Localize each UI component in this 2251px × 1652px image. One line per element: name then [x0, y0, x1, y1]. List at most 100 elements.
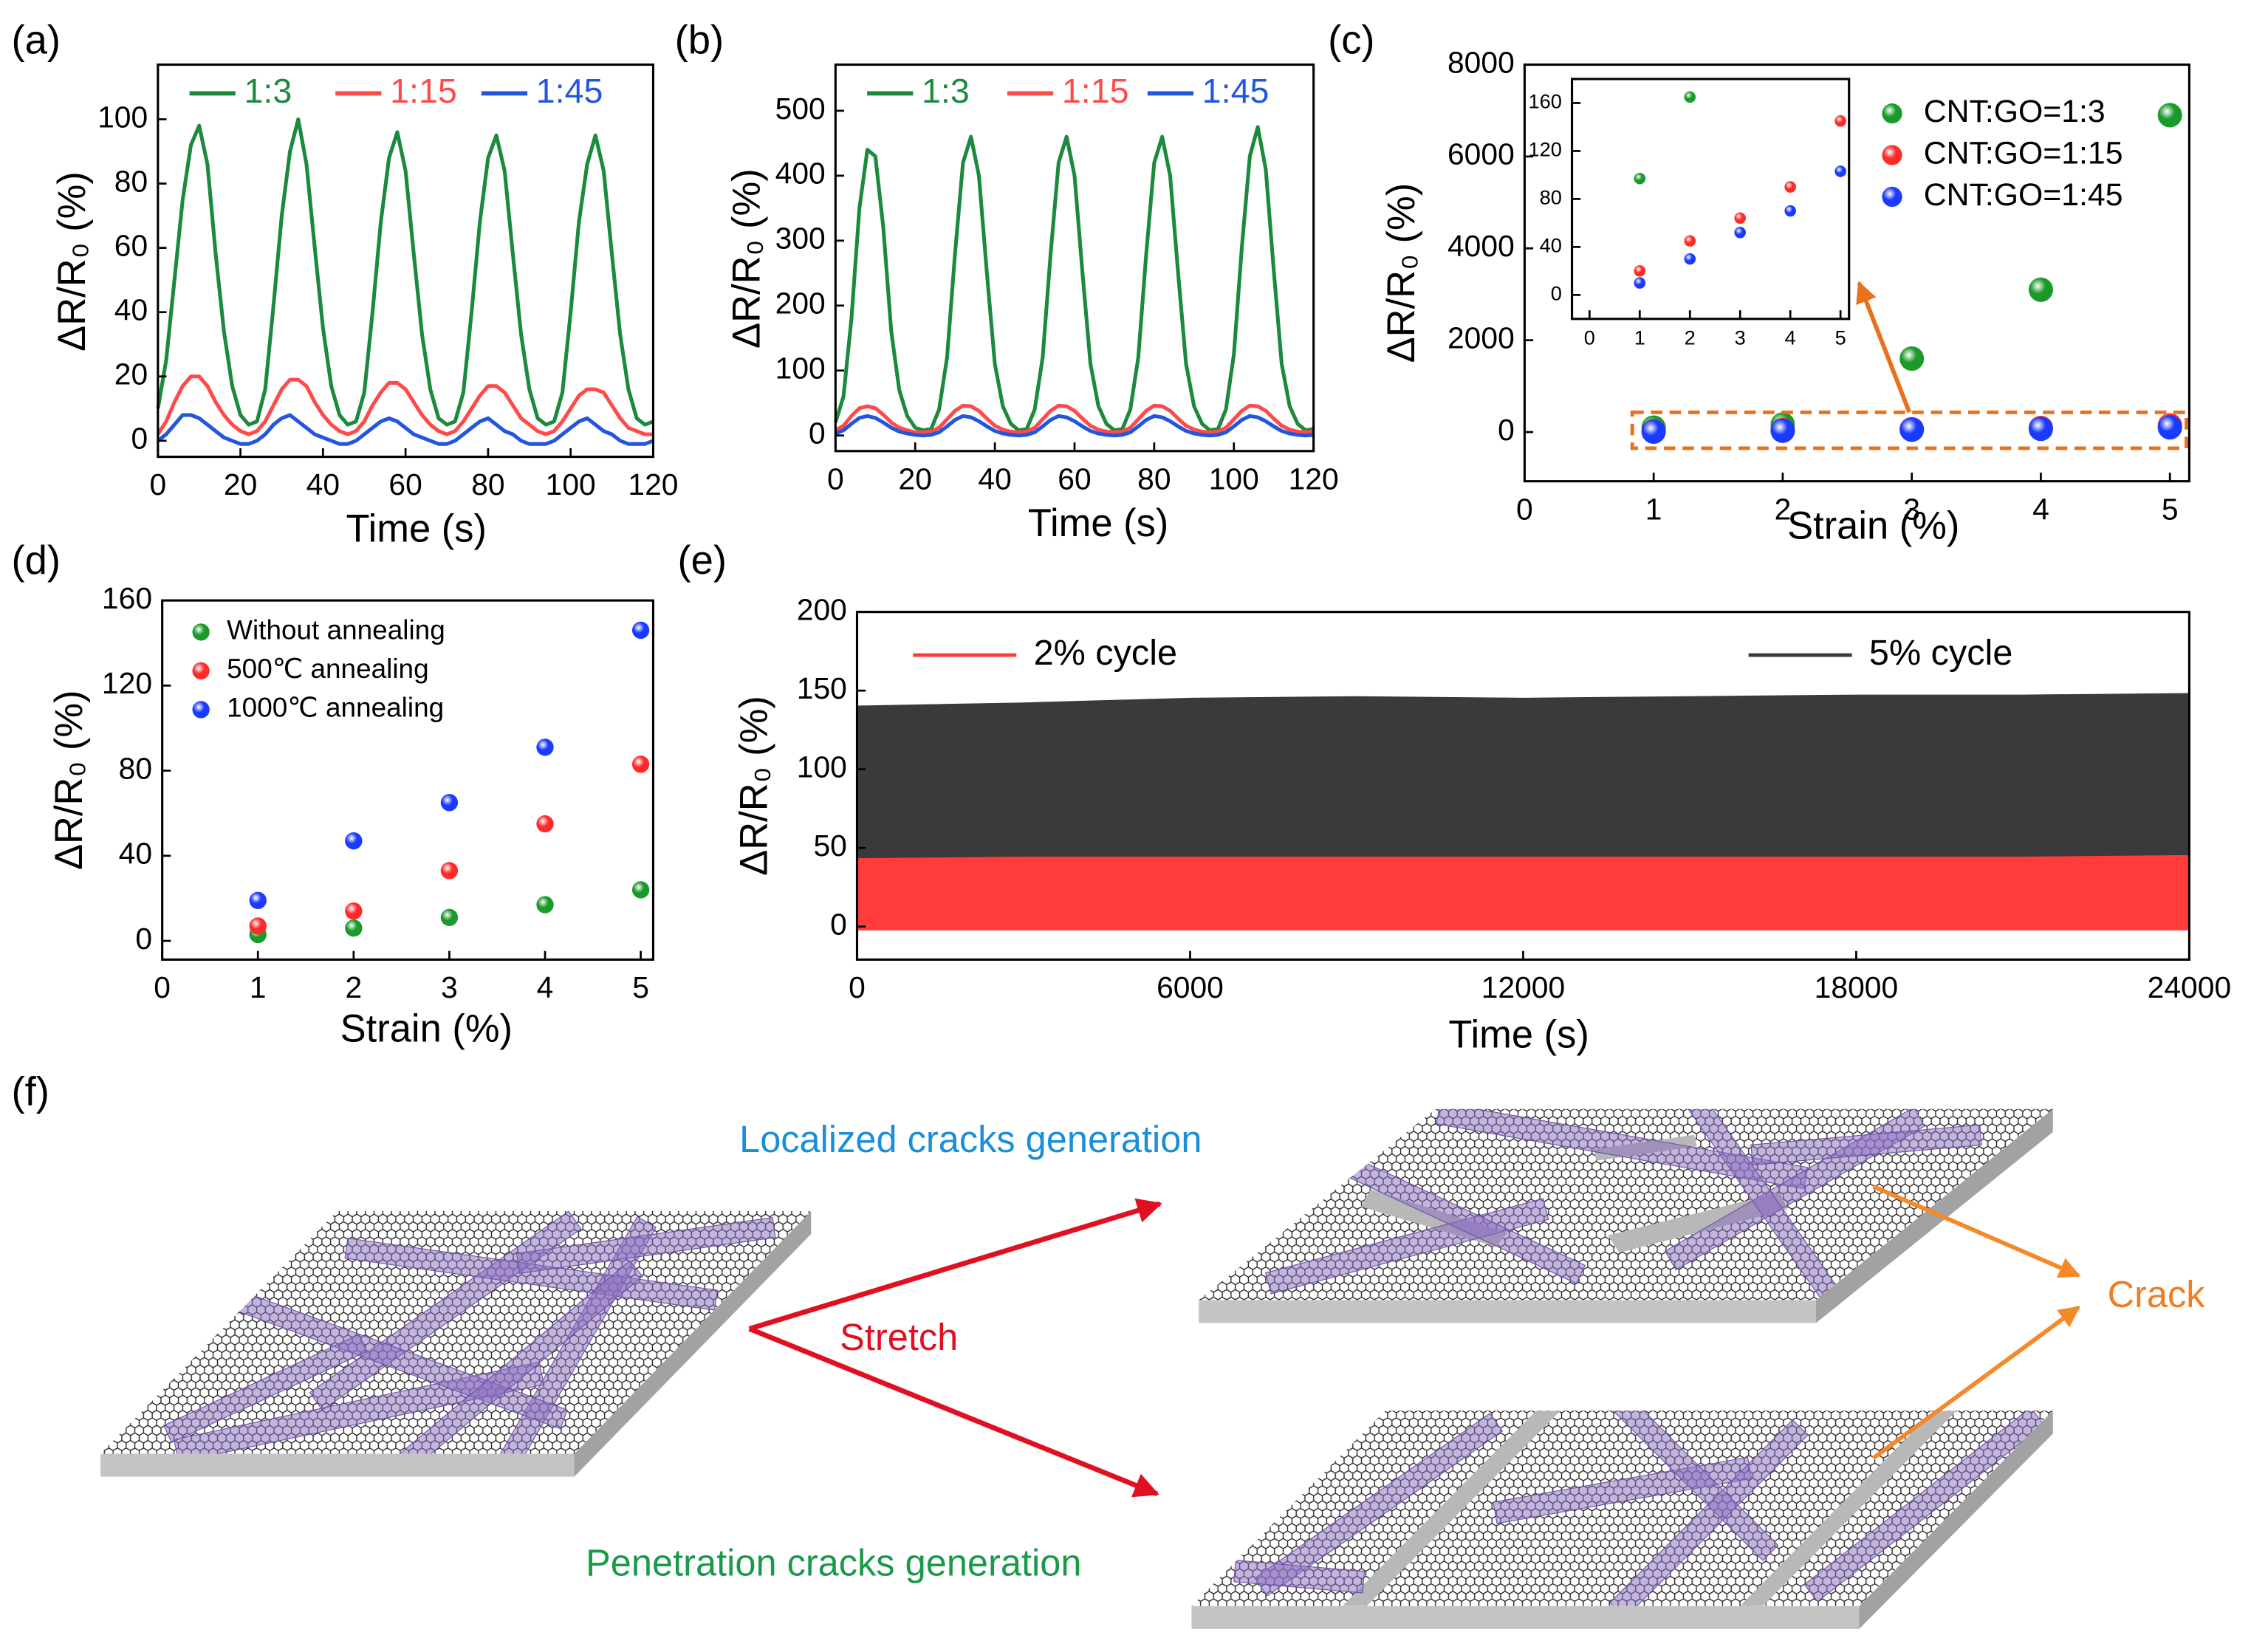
arrow — [748, 1198, 1162, 1331]
data-point — [536, 896, 554, 914]
series-line — [835, 403, 1314, 434]
slab-pristine — [100, 1210, 812, 1477]
data-point — [345, 919, 363, 937]
axes-frame — [161, 599, 655, 961]
x-tick-label: 6000 — [1157, 970, 1224, 1004]
y-tick-label: 20 — [114, 357, 148, 391]
y-tick-label: 120 — [102, 666, 152, 700]
panel-label: (f) — [12, 1069, 49, 1114]
x-tick-label: 0 — [149, 467, 166, 501]
x-axis-label: Strain (%) — [1787, 504, 1959, 548]
data-point — [440, 908, 459, 927]
y-axis-label: ΔR/R₀ (%) — [1380, 183, 1423, 363]
diagram-label: Localized cracks generation — [739, 1118, 1202, 1160]
x-tick-label: 3 — [1735, 326, 1746, 349]
data-point — [2157, 103, 2182, 128]
x-tick-label: 4 — [2032, 492, 2049, 526]
x-tick-label: 60 — [1058, 462, 1091, 496]
y-tick-label: 80 — [114, 164, 148, 198]
legend-label: CNT:GO=1:3 — [1924, 94, 2106, 129]
y-tick-label: 2000 — [1447, 321, 1515, 354]
y-tick-label: 400 — [775, 157, 826, 191]
y-tick-label: 40 — [1540, 234, 1562, 257]
cycle-band — [856, 854, 2190, 930]
chart: Without annealing 500℃ annealing 1000℃ ann… — [12, 538, 655, 1051]
data-point — [440, 794, 459, 812]
x-tick-label: 0 — [1584, 326, 1595, 349]
data-point — [1684, 235, 1696, 247]
x-tick-label: 2 — [1685, 326, 1696, 349]
y-tick-label: 160 — [102, 581, 152, 615]
y-tick-label: 6000 — [1447, 137, 1515, 171]
legend-swatch — [192, 701, 210, 719]
data-point — [1634, 277, 1646, 289]
x-tick-label: 120 — [628, 467, 678, 501]
diagram-label: Stretch — [840, 1316, 958, 1358]
y-tick-label: 0 — [830, 907, 847, 941]
axes-frame — [1523, 63, 2190, 483]
x-tick-label: 100 — [546, 467, 596, 501]
y-tick-label: 80 — [1540, 186, 1562, 209]
legend-label: 1:3 — [922, 72, 970, 110]
series-line — [156, 117, 654, 427]
x-tick-label: 4 — [537, 970, 554, 1004]
legend-label: 2% cycle — [1034, 633, 1177, 673]
y-tick-label: 50 — [813, 829, 846, 863]
y-tick-label: 100 — [797, 750, 847, 784]
legend-swatch — [192, 662, 210, 680]
data-point — [631, 621, 650, 640]
diagram: (f) — [12, 1069, 2205, 1629]
data-point — [1684, 91, 1696, 103]
x-tick-label: 40 — [978, 462, 1011, 496]
series-line — [835, 414, 1314, 438]
x-tick-label: 120 — [1289, 462, 1339, 496]
data-point — [249, 917, 267, 935]
x-tick-label: 5 — [1835, 326, 1846, 349]
legend-label: 1000℃ annealing — [227, 693, 444, 723]
series-line — [833, 125, 1315, 433]
data-point — [440, 862, 459, 880]
slab-localized — [1199, 1108, 2053, 1323]
x-tick-label: 0 — [154, 970, 171, 1004]
y-tick-label: 300 — [775, 222, 826, 256]
series-line — [156, 374, 654, 436]
legend-swatch — [192, 623, 210, 641]
y-axis-label: ΔR/R₀ (%) — [725, 168, 769, 349]
data-point — [631, 755, 650, 773]
x-tick-label: 12000 — [1481, 970, 1566, 1004]
data-point — [345, 902, 363, 920]
arrow — [748, 1326, 1159, 1498]
y-axis-label: ΔR/R₀ (%) — [47, 690, 91, 870]
data-point — [249, 891, 267, 909]
x-axis-label: Time (s) — [1028, 501, 1168, 545]
y-tick-label: 8000 — [1447, 45, 1515, 79]
panel-label: (a) — [12, 18, 61, 63]
x-tick-label: 80 — [1137, 462, 1171, 496]
x-tick-label: 1 — [1645, 492, 1662, 526]
y-tick-label: 100 — [775, 352, 826, 385]
y-tick-label: 160 — [1529, 90, 1562, 113]
legend-label: Without annealing — [227, 615, 445, 645]
x-tick-label: 3 — [441, 970, 458, 1004]
legend-label: 1:45 — [1202, 72, 1270, 110]
x-tick-label: 5 — [2162, 492, 2179, 526]
panel-label: (e) — [678, 538, 727, 583]
inset-arrow — [1856, 281, 1912, 414]
x-tick-label: 18000 — [1815, 970, 1899, 1004]
x-tick-label: 24000 — [2148, 970, 2232, 1004]
x-axis-label: Strain (%) — [340, 1007, 513, 1051]
data-point — [2028, 277, 2053, 302]
diagram-label: Penetration cracks generation — [586, 1542, 1081, 1584]
data-point — [1770, 418, 1795, 443]
series-line — [157, 413, 654, 446]
data-point — [345, 832, 363, 850]
y-tick-label: 0 — [131, 422, 148, 456]
y-tick-label: 0 — [809, 416, 826, 450]
data-point — [1784, 205, 1796, 217]
chart: 5% cycle 2% cycle 0 6000 12000 18000 24000 0 50 1… — [678, 538, 2232, 1056]
y-tick-label: 40 — [114, 292, 148, 326]
legend-swatch — [1882, 145, 1902, 165]
y-axis-label: ΔR/R₀ (%) — [732, 696, 775, 876]
